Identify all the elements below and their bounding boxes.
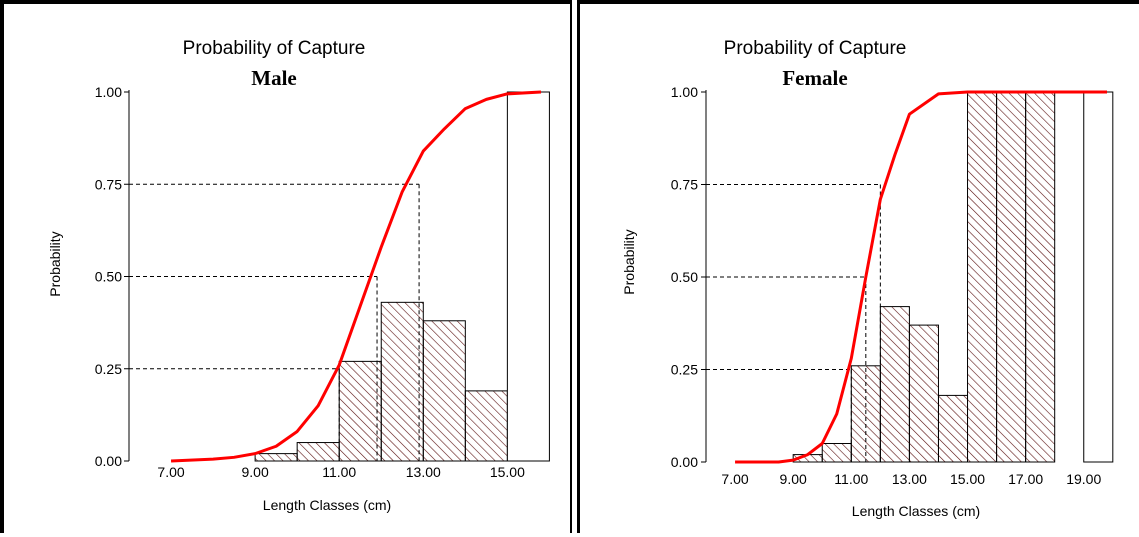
x-axis-label: Length Classes (cm) [263,497,391,513]
chart-title: Probability of Capture [724,38,907,59]
bar [464,390,508,462]
y-tick-label: 0.00 [95,453,122,469]
bar [937,394,969,463]
chart-panel-male: Probability of Capture Male Length Class… [0,0,572,533]
bar [1025,91,1056,463]
x-tick-label: 11.00 [322,464,356,480]
bar [296,442,340,462]
bar [908,324,939,463]
bar [422,320,466,462]
bar [996,91,1027,463]
bar [821,443,852,463]
x-tick-label: 13.00 [406,464,441,480]
chart-panel-female: Probability of Capture Female Length Cla… [577,0,1139,533]
y-tick-label: 0.50 [671,269,698,285]
chart-subtitle: Male [251,66,296,90]
x-tick-label: 17.00 [1008,471,1043,487]
bar [879,306,910,463]
x-tick-label: 7.00 [157,464,184,480]
y-tick-label: 1.00 [95,84,122,100]
y-tick-label: 0.75 [95,176,122,192]
y-tick-label: 0.75 [671,177,698,193]
probability-curve [735,90,1107,464]
x-tick-label: 7.00 [721,471,748,487]
bar [1083,91,1114,463]
x-axis-label: Length Classes (cm) [852,503,980,519]
x-tick-label: 15.00 [490,464,525,480]
x-tick-label: 15.00 [950,471,985,487]
bar [380,301,424,462]
bar [338,360,382,462]
bar [967,91,998,463]
chart-subtitle: Female [782,66,847,90]
y-tick-label: 1.00 [671,84,698,100]
chart-female: Probability of Capture Female Length Cla… [621,38,1114,519]
y-tick-label: 0.25 [95,361,122,377]
x-tick-label: 9.00 [780,471,807,487]
x-tick-label: 19.00 [1066,471,1101,487]
y-tick-label: 0.00 [671,454,698,470]
bar [254,453,298,462]
probability-curve [170,90,542,463]
y-tick-label: 0.50 [95,269,122,285]
x-tick-label: 13.00 [892,471,927,487]
bar [506,91,550,462]
chart-title: Probability of Capture [183,38,366,59]
chart-male: Probability of Capture Male Length Class… [47,38,550,513]
y-tick-label: 0.25 [671,362,698,378]
x-tick-label: 9.00 [241,464,268,480]
x-tick-label: 11.00 [834,471,868,487]
y-axis-label: Probability [621,229,637,294]
y-axis-label: Probability [47,231,63,296]
